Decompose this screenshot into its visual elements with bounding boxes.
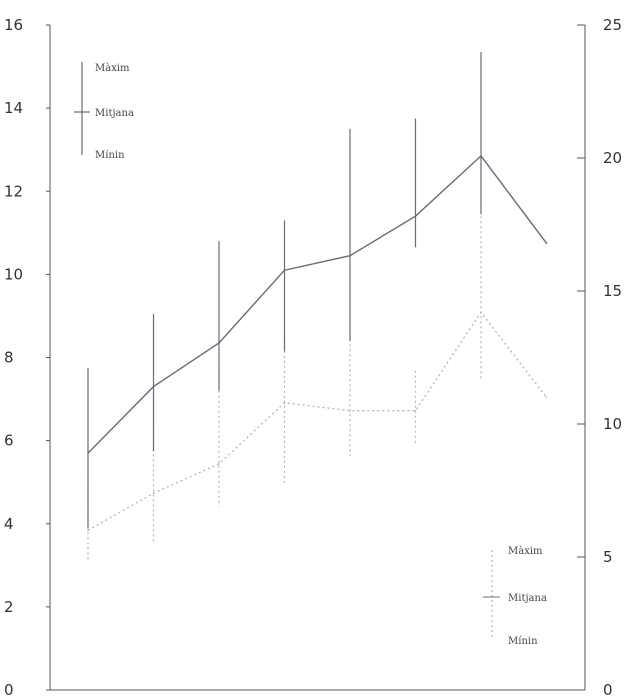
- left-tick-label: 14: [4, 99, 23, 117]
- dotted-mean-point: [87, 529, 89, 532]
- right-tick-label: 25: [603, 16, 622, 34]
- legend-solid: Màxim Mitjana Mínin: [74, 62, 134, 161]
- solid-mean-point: [218, 342, 220, 344]
- left-tick-label: 10: [4, 265, 23, 283]
- right-axis: 0 5 10 15 20 25: [577, 16, 622, 699]
- solid-mean-point: [152, 385, 155, 388]
- solid-mean-point: [283, 269, 286, 272]
- right-tick-label: 15: [603, 282, 622, 300]
- left-tick-label: 8: [4, 349, 14, 367]
- left-tick-label: 4: [4, 515, 14, 533]
- left-tick-label: 12: [4, 182, 23, 200]
- legend-dotted-max-label: Màxim: [508, 546, 543, 557]
- left-axis: 0 2 4 6 8 10 12 14 16: [4, 16, 51, 699]
- solid-mean-point: [349, 254, 351, 257]
- dotted-mean-point: [283, 401, 286, 404]
- right-tick-label: 20: [603, 149, 622, 167]
- left-tick-label: 2: [4, 598, 14, 616]
- legend-dotted: Màxim Mitjana Mínin: [483, 546, 547, 647]
- dotted-mean-point: [218, 463, 220, 465]
- left-tick-label: 16: [4, 16, 23, 34]
- legend-dotted-min-label: Mínin: [508, 636, 538, 647]
- left-tick-label: 6: [4, 432, 14, 450]
- right-tick-label: 0: [603, 681, 613, 699]
- legend-solid-min-label: Mínin: [95, 150, 125, 161]
- left-tick-label: 0: [4, 681, 14, 699]
- dotted-mean-point: [545, 396, 548, 399]
- solid-mean-point: [414, 215, 417, 217]
- dotted-mean-point: [480, 311, 482, 314]
- solid-mean-point: [87, 452, 89, 454]
- solid-mean-line: [87, 154, 548, 454]
- dotted-mean-point: [349, 409, 351, 412]
- legend-dotted-mean-label: Mitjana: [508, 593, 547, 604]
- solid-mean-point: [480, 155, 482, 157]
- dotted-mean-point: [414, 409, 417, 412]
- dotted-mean-line: [87, 311, 548, 531]
- legend-solid-mean-label: Mitjana: [95, 108, 134, 119]
- dotted-mean-point: [152, 492, 155, 494]
- legend-solid-max-label: Màxim: [95, 63, 130, 74]
- solid-series: [87, 52, 548, 528]
- dotted-series: [87, 171, 548, 563]
- solid-mean-point: [545, 242, 548, 245]
- right-tick-label: 5: [603, 548, 613, 566]
- right-tick-label: 10: [603, 415, 622, 433]
